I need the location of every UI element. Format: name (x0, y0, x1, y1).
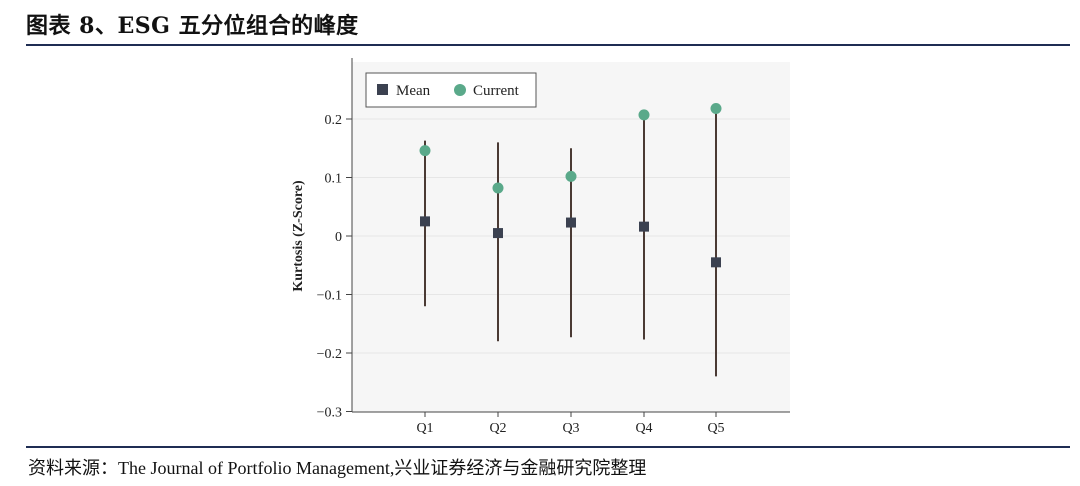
mean-markers (420, 216, 721, 268)
y-axis-label: Kurtosis (Z-Score) (291, 180, 306, 292)
x-tick-label: Q1 (416, 421, 433, 436)
legend-current-marker (454, 84, 466, 96)
source-rule (26, 446, 1070, 448)
kurtosis-chart: 0.2 0.1 0 −0.1 −0.2 −0.3 Q1 Q2 Q3 Q4 Q5 Kurtosis … (291, 58, 790, 436)
y-tick-label: 0 (335, 230, 342, 245)
y-tick-label: −0.1 (317, 289, 342, 304)
current-marker (710, 102, 722, 114)
current-marker (492, 182, 504, 194)
mean-marker (711, 257, 721, 268)
legend-mean-label: Mean (396, 83, 431, 99)
x-tick-label: Q2 (489, 421, 506, 436)
legend-box (365, 72, 537, 108)
y-tick-label: 0.1 (325, 172, 343, 187)
x-tick-label: Q5 (707, 421, 724, 436)
x-tick-label: Q4 (635, 421, 652, 436)
source-note: 资料来源：The Journal of Portfolio Management… (28, 458, 647, 478)
y-tick-labels: 0.2 0.1 0 −0.1 −0.2 −0.3 (317, 113, 352, 421)
current-marker (419, 145, 431, 157)
legend-mean-marker (377, 84, 388, 95)
current-markers (419, 102, 722, 194)
y-tick-label: −0.2 (317, 347, 342, 362)
y-tick-label: −0.3 (317, 406, 342, 421)
y-tick-label: 0.2 (325, 113, 343, 128)
mean-marker (639, 221, 649, 232)
x-tick-label: Q3 (562, 421, 579, 436)
mean-marker (566, 217, 576, 228)
current-marker (565, 170, 577, 182)
figure-title: 图表 8、ESG 五分位组合的峰度 (26, 13, 359, 39)
legend: Mean Current (365, 72, 537, 108)
mean-marker (420, 216, 430, 227)
title-rule (26, 44, 1070, 46)
x-tick-labels: Q1 Q2 Q3 Q4 Q5 (416, 412, 725, 436)
current-marker (638, 109, 650, 121)
legend-current-label: Current (473, 83, 520, 99)
mean-marker (493, 228, 503, 239)
